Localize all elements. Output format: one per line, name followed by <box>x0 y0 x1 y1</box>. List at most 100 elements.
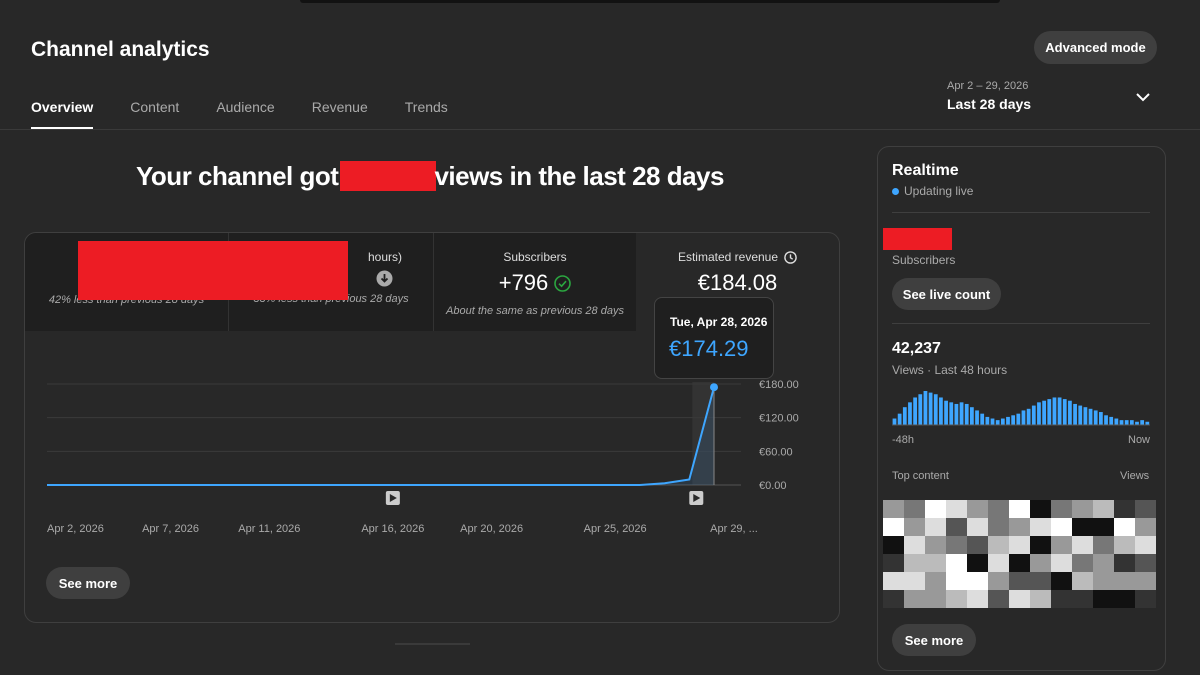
overview-card: 42% less than previous 28 days hours) 33… <box>24 232 840 623</box>
thumbnail-pixel <box>1030 590 1051 608</box>
tabs-divider <box>0 129 1200 130</box>
metric-value: +796 <box>498 270 549 295</box>
thumbnail-pixel <box>967 572 988 590</box>
pixelated-top-content-thumbnail[interactable] <box>883 500 1156 608</box>
realtime-bar <box>1135 421 1139 425</box>
thumbnail-pixel <box>967 500 988 518</box>
advanced-mode-button[interactable]: Advanced mode <box>1034 31 1157 64</box>
thumbnail-pixel <box>1114 518 1135 536</box>
realtime-bar <box>990 418 995 425</box>
thumbnail-pixel <box>1009 536 1030 554</box>
thumbnail-pixel <box>1135 590 1156 608</box>
thumbnail-pixel <box>1114 554 1135 572</box>
x-tick-label: Apr 2, 2026 <box>47 523 104 535</box>
realtime-bar <box>897 413 902 425</box>
realtime-bar <box>892 418 897 425</box>
thumbnail-pixel <box>1030 572 1051 590</box>
x-tick-label: Apr 25, 2026 <box>584 523 647 535</box>
revenue-line-chart[interactable]: €180.00 €120.00 €60.00 €0.00 Apr 2, 2026 Apr … <box>25 233 839 622</box>
thumbnail-pixel <box>1009 554 1030 572</box>
metric-label-row: Estimated revenue <box>636 250 839 264</box>
thumbnail-pixel <box>946 572 967 590</box>
views-column-label: Views <box>1120 470 1150 482</box>
see-more-button[interactable]: See more <box>46 567 130 599</box>
thumbnail-pixel <box>988 536 1009 554</box>
realtime-bar <box>954 403 959 425</box>
see-live-count-button[interactable]: See live count <box>892 278 1001 310</box>
subscribers-label: Subscribers <box>892 253 956 267</box>
tab-audience[interactable]: Audience <box>216 99 275 115</box>
tab-overview[interactable]: Overview <box>31 99 94 130</box>
page-title: Channel analytics <box>31 38 210 61</box>
thumbnail-pixel <box>904 554 925 572</box>
thumbnail-pixel <box>1030 536 1051 554</box>
thumbnail-pixel <box>1093 536 1114 554</box>
realtime-see-more-button[interactable]: See more <box>892 624 976 656</box>
realtime-bar <box>1031 405 1036 425</box>
tab-revenue[interactable]: Revenue <box>311 99 368 115</box>
thumbnail-pixel <box>1114 536 1135 554</box>
thumbnail-pixel <box>1009 518 1030 536</box>
metric-estimated-revenue[interactable]: Estimated revenue €184.08 <box>636 233 839 331</box>
tab-content[interactable]: Content <box>130 99 180 115</box>
series-line <box>47 386 715 486</box>
tab-trends[interactable]: Trends <box>404 99 448 115</box>
x-tick-label: Apr 29, ... <box>710 523 758 535</box>
top-content-label: Top content <box>892 470 949 482</box>
realtime-views-value: 42,237 <box>892 340 941 357</box>
thumbnail-pixel <box>1135 554 1156 572</box>
realtime-bar <box>975 410 979 425</box>
thumbnail-pixel <box>883 554 904 572</box>
realtime-bar <box>1062 399 1067 425</box>
realtime-bar <box>1093 410 1098 425</box>
metric-divider <box>433 233 434 331</box>
thumbnail-pixel <box>1135 572 1156 590</box>
x-tick-label: Apr 7, 2026 <box>142 523 199 535</box>
highlighted-data-point <box>710 383 718 392</box>
date-range-picker[interactable]: Apr 2 – 29, 2026 Last 28 days <box>947 80 1031 112</box>
realtime-bar <box>1119 420 1124 425</box>
date-range-period: Last 28 days <box>947 96 1032 112</box>
headline-suffix: views in the last 28 days <box>434 161 724 191</box>
tab-bar: Overview Content Audience Revenue Trends <box>31 99 485 130</box>
thumbnail-pixel <box>904 572 925 590</box>
series-area <box>47 387 714 485</box>
realtime-bar <box>1114 418 1119 425</box>
realtime-views-label: Views · Last 48 hours <box>892 363 1008 377</box>
thumbnail-pixel <box>1051 536 1072 554</box>
thumbnail-pixel <box>1009 572 1030 590</box>
realtime-bar <box>949 402 954 425</box>
realtime-bar <box>939 397 943 425</box>
video-upload-marker-icon[interactable] <box>689 491 704 505</box>
thumbnail-pixel <box>925 500 946 518</box>
metric-subscribers[interactable]: Subscribers +796 About the same as previ… <box>434 233 636 331</box>
live-status: Updating live <box>892 184 973 198</box>
thumbnail-pixel <box>967 554 988 572</box>
thumbnail-pixel <box>1135 536 1156 554</box>
thumbnail-pixel <box>1072 554 1093 572</box>
tooltip-date: Tue, Apr 28, 2026 <box>670 315 768 329</box>
thumbnail-pixel <box>946 500 967 518</box>
redacted-subscriber-count <box>883 228 952 250</box>
realtime-bar <box>913 397 917 425</box>
video-upload-marker-icon[interactable] <box>385 491 400 505</box>
thumbnail-pixel <box>883 590 904 608</box>
thumbnail-pixel <box>904 518 925 536</box>
thumbnail-pixel <box>904 500 925 518</box>
thumbnail-pixel <box>925 572 946 590</box>
thumbnail-pixel <box>1093 500 1114 518</box>
thumbnail-pixel <box>1135 500 1156 518</box>
thumbnail-pixel <box>1051 590 1072 608</box>
chevron-down-icon[interactable] <box>1134 88 1152 106</box>
thumbnail-pixel <box>988 590 1009 608</box>
headline-prefix: Your channel got <box>136 161 339 191</box>
realtime-title: Realtime <box>892 162 959 179</box>
realtime-bar <box>1057 397 1062 425</box>
thumbnail-pixel <box>925 590 946 608</box>
thumbnail-pixel <box>1051 518 1072 536</box>
metric-label: Estimated revenue <box>677 250 779 264</box>
realtime-views-bar-chart[interactable] <box>878 382 1165 432</box>
thumbnail-pixel <box>1030 554 1051 572</box>
thumbnail-pixel <box>925 554 946 572</box>
thumbnail-pixel <box>988 518 1009 536</box>
